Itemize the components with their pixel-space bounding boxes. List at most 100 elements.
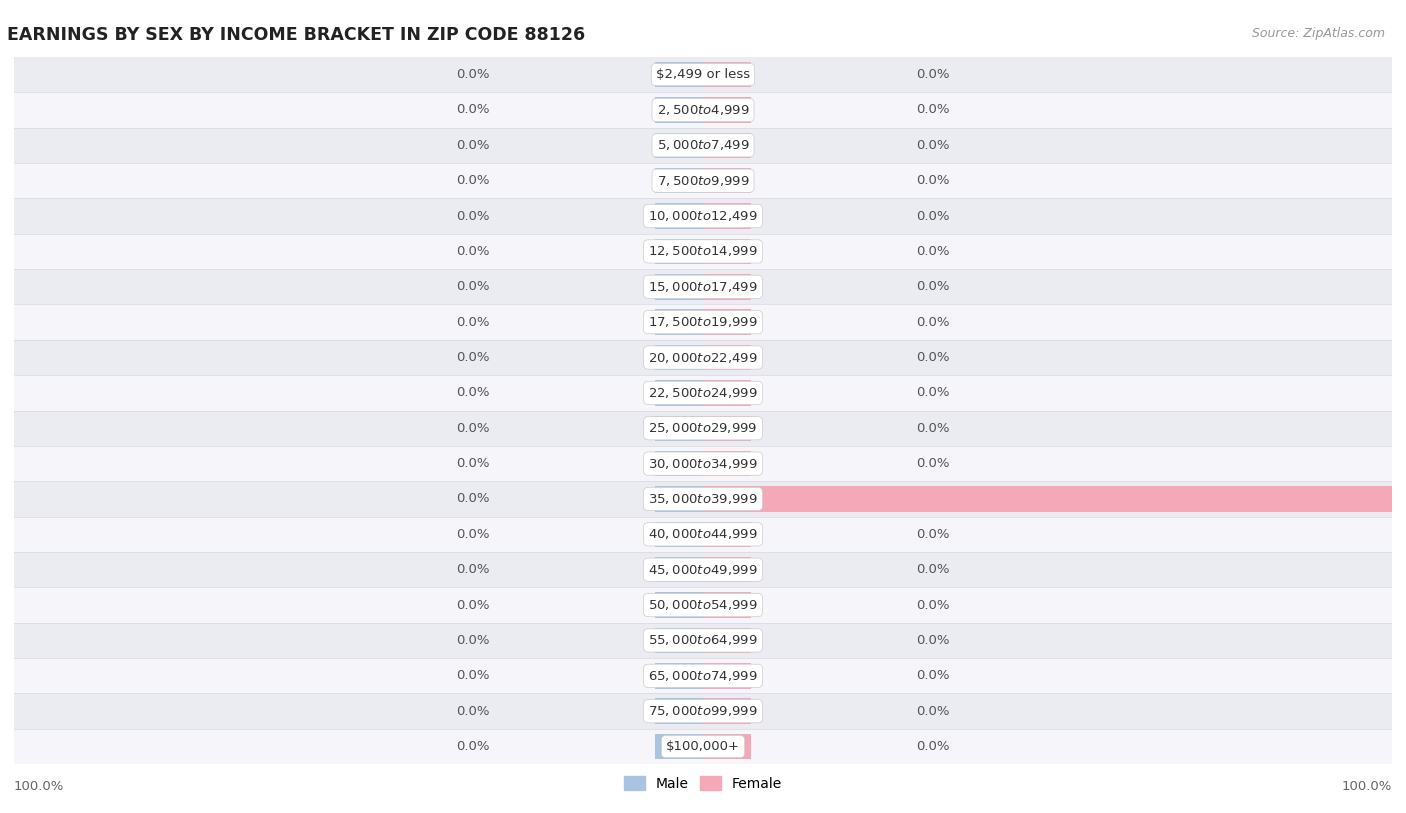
Text: 0.0%: 0.0% [456,740,489,753]
Bar [703,380,751,406]
Text: 0.0%: 0.0% [456,422,489,435]
Bar [655,486,703,511]
Bar [703,628,751,653]
Text: 0.0%: 0.0% [456,386,489,399]
Text: 0.0%: 0.0% [917,669,950,682]
Text: $20,000 to $22,499: $20,000 to $22,499 [648,350,758,364]
Bar [703,133,751,158]
Text: 0.0%: 0.0% [917,705,950,718]
Bar [655,168,703,193]
Text: 100.0%: 100.0% [14,780,65,793]
Bar [655,628,703,653]
Text: 0.0%: 0.0% [456,351,489,364]
Bar [14,446,1392,481]
Text: $45,000 to $49,999: $45,000 to $49,999 [648,563,758,576]
Bar [655,133,703,158]
Text: $15,000 to $17,499: $15,000 to $17,499 [648,280,758,293]
Text: 0.0%: 0.0% [917,563,950,576]
Bar [14,233,1392,269]
Text: 0.0%: 0.0% [917,457,950,470]
Bar [14,517,1392,552]
Text: 0.0%: 0.0% [456,669,489,682]
Text: 0.0%: 0.0% [456,210,489,223]
Text: 0.0%: 0.0% [456,634,489,647]
Bar [655,557,703,582]
Text: 0.0%: 0.0% [456,598,489,611]
Text: $12,500 to $14,999: $12,500 to $14,999 [648,245,758,259]
Text: 0.0%: 0.0% [917,740,950,753]
Bar [14,481,1392,517]
Bar [703,698,751,724]
Text: $50,000 to $54,999: $50,000 to $54,999 [648,598,758,612]
Bar [655,593,703,618]
Text: $30,000 to $34,999: $30,000 to $34,999 [648,457,758,471]
Text: 0.0%: 0.0% [917,634,950,647]
Bar [14,376,1392,411]
Bar [14,693,1392,729]
Bar [655,734,703,759]
Text: 0.0%: 0.0% [456,68,489,81]
Bar [655,203,703,228]
Text: $10,000 to $12,499: $10,000 to $12,499 [648,209,758,223]
Bar [655,698,703,724]
Bar [655,345,703,370]
Text: 0.0%: 0.0% [917,139,950,152]
Text: 0.0%: 0.0% [456,245,489,258]
Text: 0.0%: 0.0% [917,68,950,81]
Bar [14,659,1392,693]
Bar [655,415,703,441]
Bar [14,92,1392,128]
Text: 0.0%: 0.0% [917,422,950,435]
Text: 0.0%: 0.0% [456,493,489,506]
Text: 0.0%: 0.0% [917,280,950,293]
Text: 0.0%: 0.0% [456,139,489,152]
Text: 0.0%: 0.0% [456,563,489,576]
Bar [14,587,1392,623]
Bar [14,623,1392,659]
Text: 0.0%: 0.0% [456,705,489,718]
Text: 100.0%: 100.0% [1341,780,1392,793]
Text: Source: ZipAtlas.com: Source: ZipAtlas.com [1251,27,1385,40]
Bar [703,663,751,689]
Text: $25,000 to $29,999: $25,000 to $29,999 [648,421,758,435]
Text: 0.0%: 0.0% [456,528,489,541]
Bar [14,729,1392,764]
Bar [14,163,1392,198]
Text: EARNINGS BY SEX BY INCOME BRACKET IN ZIP CODE 88126: EARNINGS BY SEX BY INCOME BRACKET IN ZIP… [7,26,585,44]
Bar [703,486,1392,511]
Bar [703,734,751,759]
Bar [655,310,703,335]
Text: 0.0%: 0.0% [917,245,950,258]
Text: 0.0%: 0.0% [456,103,489,116]
Bar [14,411,1392,446]
Text: $35,000 to $39,999: $35,000 to $39,999 [648,492,758,506]
Bar [655,522,703,547]
Text: $7,500 to $9,999: $7,500 to $9,999 [657,174,749,188]
Bar [703,203,751,228]
Text: $100,000+: $100,000+ [666,740,740,753]
Text: $65,000 to $74,999: $65,000 to $74,999 [648,669,758,683]
Text: $17,500 to $19,999: $17,500 to $19,999 [648,315,758,329]
Bar [14,304,1392,340]
Bar [703,239,751,264]
Bar [703,345,751,370]
Bar [703,310,751,335]
Text: 0.0%: 0.0% [456,280,489,293]
Bar [655,239,703,264]
Text: 0.0%: 0.0% [456,457,489,470]
Text: $75,000 to $99,999: $75,000 to $99,999 [648,704,758,718]
Text: 0.0%: 0.0% [917,174,950,187]
Text: 0.0%: 0.0% [917,598,950,611]
Text: 0.0%: 0.0% [917,351,950,364]
Text: $22,500 to $24,999: $22,500 to $24,999 [648,386,758,400]
Bar [703,451,751,476]
Bar [655,380,703,406]
Bar [703,415,751,441]
Text: 0.0%: 0.0% [917,528,950,541]
Bar [655,663,703,689]
Text: 0.0%: 0.0% [456,315,489,328]
Bar [703,522,751,547]
Text: $55,000 to $64,999: $55,000 to $64,999 [648,633,758,647]
Bar [655,62,703,87]
Bar [14,57,1392,92]
